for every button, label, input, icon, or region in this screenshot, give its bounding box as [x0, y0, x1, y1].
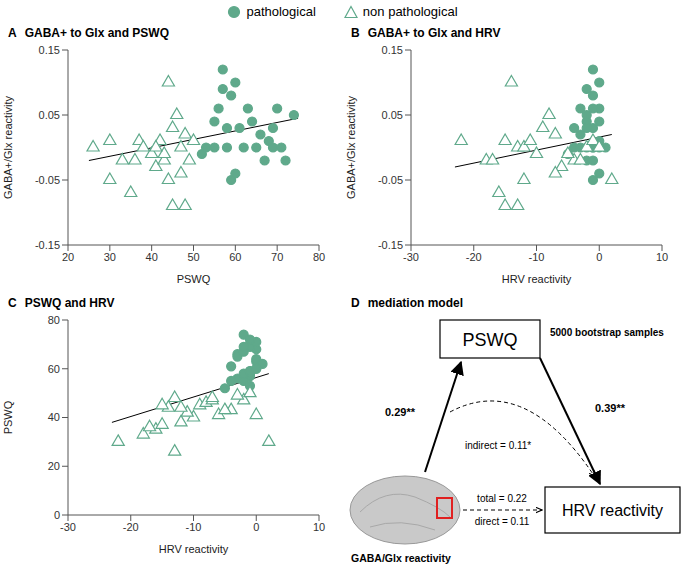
- html-text:GABA+ to Glx and HRV: GABA+ to Glx and HRV: [367, 26, 501, 40]
- html-text:C: C: [8, 296, 17, 310]
- svg-text:direct = 0.11: direct = 0.11: [475, 516, 530, 527]
- svg-text:HRV reactivity: HRV reactivity: [502, 273, 572, 285]
- svg-text:0.15: 0.15: [382, 44, 403, 56]
- html-text:non pathological: non pathological: [362, 4, 458, 19]
- svg-text:-20: -20: [123, 521, 139, 533]
- svg-text:0: 0: [253, 521, 259, 533]
- svg-text:0: 0: [596, 251, 602, 263]
- svg-text:GABA+/Glx reactivity: GABA+/Glx reactivity: [345, 96, 357, 200]
- svg-text:0.29**: 0.29**: [385, 406, 416, 418]
- svg-text:60: 60: [229, 251, 241, 263]
- svg-text:-10: -10: [186, 521, 202, 533]
- svg-text:-0.15: -0.15: [378, 239, 403, 251]
- svg-text:GABA/Glx reactivity: GABA/Glx reactivity: [351, 552, 451, 564]
- svg-text:30: 30: [104, 251, 116, 263]
- svg-text:10: 10: [313, 521, 325, 533]
- svg-text:PSWQ: PSWQ: [462, 330, 517, 350]
- svg-text:-10: -10: [529, 251, 545, 263]
- svg-text:total = 0.22: total = 0.22: [477, 493, 527, 504]
- svg-text:50: 50: [187, 251, 199, 263]
- svg-text:-20: -20: [466, 251, 482, 263]
- html-text:PSWQ and HRV: PSWQ and HRV: [24, 296, 115, 310]
- svg-text:0: 0: [54, 509, 60, 521]
- svg-text:40: 40: [48, 411, 60, 423]
- html-text:GABA+ to Glx and PSWQ: GABA+ to Glx and PSWQ: [24, 26, 169, 40]
- svg-text:0.05: 0.05: [382, 109, 403, 121]
- svg-text:5000 bootstrap samples: 5000 bootstrap samples: [550, 327, 664, 338]
- html-text:D: D: [351, 296, 360, 310]
- svg-text:0.15: 0.15: [39, 44, 60, 56]
- svg-text:GABA+/Glx reactivity: GABA+/Glx reactivity: [2, 96, 14, 200]
- html-text:mediation model: mediation model: [367, 296, 463, 310]
- svg-text:80: 80: [313, 251, 325, 263]
- svg-text:-0.05: -0.05: [35, 174, 60, 186]
- svg-text:indirect = 0.11*: indirect = 0.11*: [465, 440, 531, 451]
- svg-text:PSWQ: PSWQ: [177, 273, 211, 285]
- svg-text:80: 80: [48, 314, 60, 326]
- svg-text:40: 40: [146, 251, 158, 263]
- svg-text:20: 20: [48, 460, 60, 472]
- svg-text:HRV reactivity: HRV reactivity: [159, 543, 229, 555]
- svg-text:PSWQ: PSWQ: [2, 400, 14, 434]
- svg-text:20: 20: [62, 251, 74, 263]
- svg-text:-30: -30: [403, 251, 419, 263]
- svg-text:-30: -30: [60, 521, 76, 533]
- svg-text:-0.05: -0.05: [378, 174, 403, 186]
- svg-text:70: 70: [271, 251, 283, 263]
- svg-text:0.39**: 0.39**: [595, 402, 626, 414]
- svg-text:0.05: 0.05: [39, 109, 60, 121]
- svg-text:60: 60: [48, 363, 60, 375]
- html-text:pathological: pathological: [246, 4, 316, 19]
- svg-text:-0.15: -0.15: [35, 239, 60, 251]
- svg-text:HRV reactivity: HRV reactivity: [562, 502, 663, 519]
- html-text:A: A: [8, 26, 17, 40]
- html-text:B: B: [351, 26, 360, 40]
- svg-text:10: 10: [656, 251, 668, 263]
